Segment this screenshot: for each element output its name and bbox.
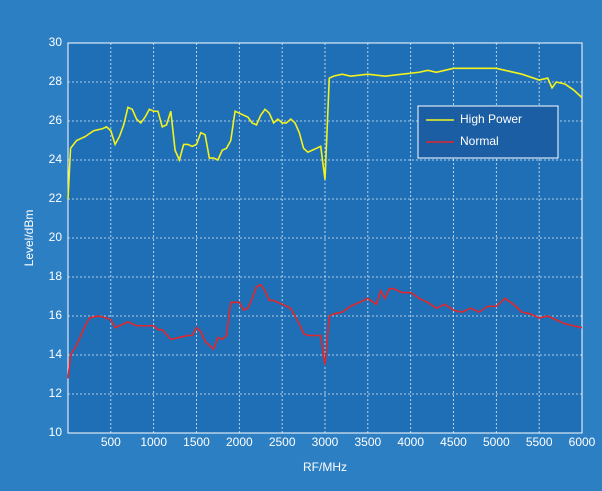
y-tick-label: 26 (49, 113, 63, 127)
y-tick-label: 18 (49, 269, 63, 283)
x-tick-label: 1000 (140, 435, 167, 449)
series-line (67, 283, 583, 379)
y-tick-label: 14 (49, 347, 63, 361)
y-tick-label: 20 (49, 230, 63, 244)
y-tick-label: 10 (49, 425, 63, 439)
x-tick-label: 4000 (397, 435, 424, 449)
x-tick-label: 1500 (183, 435, 210, 449)
y-tick-label: 22 (49, 191, 63, 205)
x-tick-label: 5500 (526, 435, 553, 449)
x-axis-label: RF/MHz (303, 460, 347, 474)
y-tick-label: 28 (49, 74, 63, 88)
y-tick-label: 24 (49, 152, 63, 166)
x-tick-label: 5000 (483, 435, 510, 449)
x-tick-label: 500 (101, 435, 121, 449)
y-axis-label: Level/dBm (22, 210, 36, 267)
legend-box (417, 105, 559, 159)
legend-label: High Power (460, 112, 522, 126)
y-tick-label: 30 (49, 35, 63, 49)
x-tick-label: 2500 (269, 435, 296, 449)
x-tick-label: 4500 (440, 435, 467, 449)
y-tick-label: 12 (49, 386, 63, 400)
x-tick-label: 6000 (569, 435, 596, 449)
x-tick-label: 3000 (312, 435, 339, 449)
y-tick-label: 16 (49, 308, 63, 322)
x-tick-label: 3500 (354, 435, 381, 449)
x-tick-label: 2000 (226, 435, 253, 449)
legend-label: Normal (460, 134, 499, 148)
series-line (67, 67, 583, 200)
